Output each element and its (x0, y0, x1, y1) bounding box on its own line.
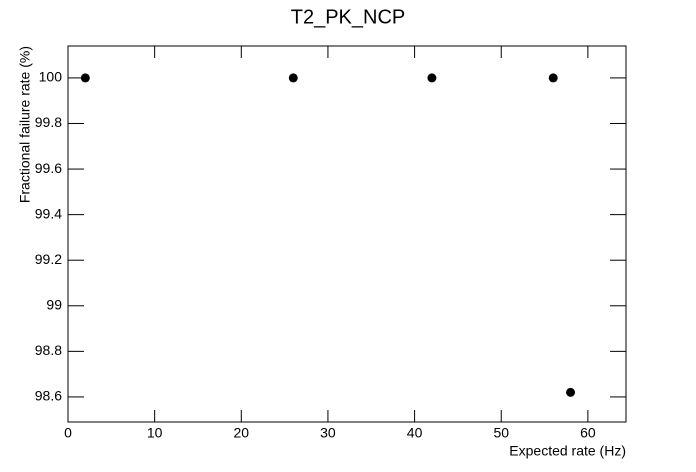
y-tick-label: 99.4 (35, 205, 62, 221)
x-tick-label: 50 (493, 425, 509, 441)
y-tick-label: 99.2 (35, 251, 62, 267)
point (566, 387, 576, 397)
y-tick-label: 98.8 (35, 342, 62, 358)
y-tick-label: 99.8 (35, 114, 62, 130)
x-tick-label: 60 (580, 425, 596, 441)
point (80, 73, 90, 83)
x-tick-label: 10 (147, 425, 163, 441)
y-tick-label: 99.6 (35, 160, 62, 176)
x-axis-label: Expected rate (Hz) (509, 443, 626, 459)
plot-frame (67, 45, 627, 423)
x-tick-label: 0 (64, 425, 72, 441)
point (288, 73, 298, 83)
chart-title: T2_PK_NCP (291, 6, 406, 28)
x-tick-label: 30 (320, 425, 336, 441)
x-tick-label: 40 (407, 425, 423, 441)
point (427, 73, 437, 83)
y-tick-label: 99 (46, 296, 62, 312)
y-axis-label: Fractional failure rate (%) (17, 46, 33, 203)
y-tick-label: 100 (39, 69, 63, 85)
y-tick-label: 98.6 (35, 388, 62, 404)
x-tick-label: 20 (234, 425, 250, 441)
point (548, 73, 558, 83)
